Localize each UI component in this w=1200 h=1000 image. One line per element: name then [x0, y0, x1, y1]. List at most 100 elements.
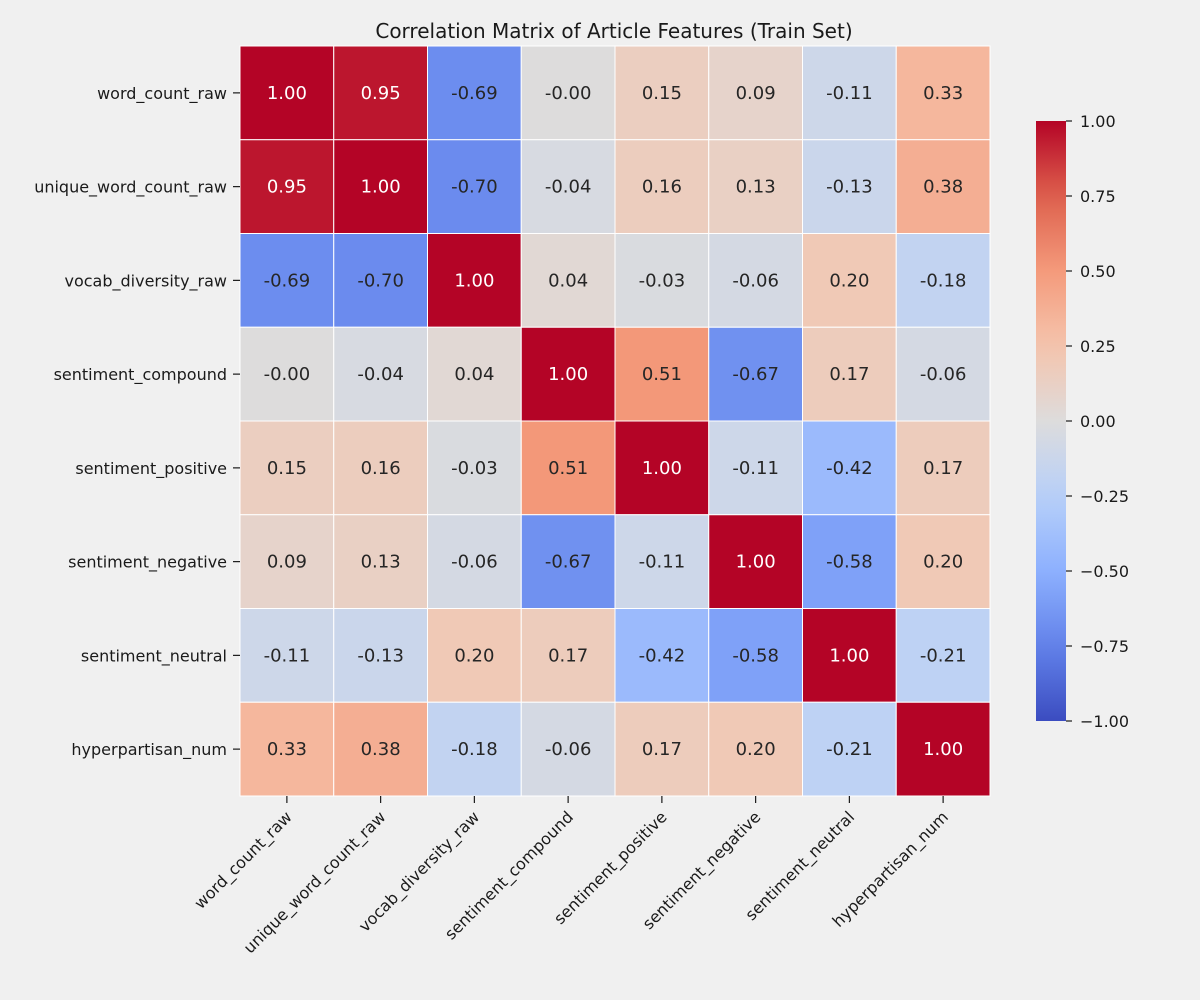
chart-title: Correlation Matrix of Article Features (… [375, 19, 852, 43]
heatmap-cell [802, 420, 897, 516]
cell-value-label: -0.13 [357, 645, 404, 666]
heatmap-cell [895, 139, 991, 234]
heatmap-cell [895, 233, 991, 328]
heatmap-cell [708, 420, 803, 516]
cell-value-label: 0.17 [923, 458, 963, 479]
cell-value-label: 0.09 [267, 552, 307, 573]
heatmap-cell [614, 326, 710, 422]
cell-value-label: 0.17 [829, 364, 869, 385]
cell-value-label: 1.00 [829, 645, 869, 666]
heatmap-cell [708, 514, 803, 609]
cell-value-label: 0.15 [642, 83, 682, 104]
cell-value-label: -0.06 [451, 552, 498, 573]
heatmap-cell [895, 45, 991, 141]
cell-value-label: -0.21 [920, 645, 967, 666]
heatmap-cell [239, 326, 335, 422]
cell-value-label: -0.69 [451, 83, 498, 104]
cell-value-label: -0.00 [264, 364, 311, 385]
heatmap-cell [895, 514, 991, 609]
cell-value-label: 0.38 [923, 177, 963, 198]
heatmap-cell [427, 233, 522, 328]
heatmap-cell [614, 233, 710, 328]
colorbar-gradient [1036, 121, 1066, 721]
heatmap-cell [520, 139, 616, 234]
row-tick-label: hyperpartisan_num [71, 740, 227, 760]
cell-value-label: -0.13 [826, 177, 873, 198]
heatmap-cell [802, 608, 897, 703]
heatmap-cell [239, 233, 335, 328]
heatmap-cell [614, 701, 710, 797]
cell-value-label: -0.70 [357, 270, 404, 291]
cell-value-label: 0.20 [923, 552, 963, 573]
heatmap-cell [520, 326, 616, 422]
cell-value-label: -0.11 [264, 645, 311, 666]
heatmap-cell [614, 139, 710, 234]
heatmap-cell [614, 514, 710, 609]
cell-value-label: -0.42 [826, 458, 873, 479]
cell-value-label: 1.00 [548, 364, 588, 385]
heatmap-cell [333, 233, 428, 328]
cell-value-label: 0.51 [548, 458, 588, 479]
heatmap-cell [708, 139, 803, 234]
cell-value-label: 1.00 [923, 739, 963, 760]
row-tick-label: sentiment_positive [75, 459, 227, 479]
cell-value-label: -0.58 [732, 645, 779, 666]
heatmap-cell [427, 514, 522, 609]
heatmap-cell [895, 420, 991, 516]
cell-value-label: -0.06 [545, 739, 592, 760]
heatmap-cell [520, 420, 616, 516]
heatmap-cell [333, 608, 428, 703]
heatmap-cell [895, 701, 991, 797]
cell-value-label: -0.04 [357, 364, 404, 385]
heatmap-cell [802, 139, 897, 234]
colorbar-tick-label: 1.00 [1080, 112, 1116, 131]
row-tick-label: word_count_raw [97, 84, 227, 104]
heatmap-cell [802, 233, 897, 328]
cell-value-label: -0.70 [451, 177, 498, 198]
heatmap-cell [520, 45, 616, 141]
cell-value-label: -0.06 [732, 270, 779, 291]
heatmap-cell [802, 326, 897, 422]
heatmap-cell [708, 233, 803, 328]
heatmap-cell [708, 608, 803, 703]
cell-value-label: 0.20 [454, 645, 494, 666]
heatmap-cells: 1.00 0.95 -0.69 -0.00 0.15 0.09 -0.11 0.33 0.95 1… [239, 45, 991, 797]
heatmap-cell [427, 608, 522, 703]
row-tick-label: unique_word_count_raw [34, 178, 227, 198]
heatmap-cell [333, 45, 428, 141]
cell-value-label: 1.00 [267, 83, 307, 104]
cell-value-label: 0.95 [361, 83, 401, 104]
cell-value-label: 0.13 [736, 177, 776, 198]
cell-value-label: -0.03 [639, 270, 686, 291]
colorbar-tick-label: −0.25 [1080, 487, 1129, 506]
cell-value-label: -0.11 [732, 458, 779, 479]
heatmap-cell [520, 233, 616, 328]
heatmap-cell [427, 45, 522, 141]
cell-value-label: 1.00 [642, 458, 682, 479]
cell-value-label: -0.11 [639, 552, 686, 573]
colorbar-tick-label: 0.75 [1080, 187, 1116, 206]
cell-value-label: 0.04 [454, 364, 494, 385]
cell-value-label: -0.42 [639, 645, 686, 666]
heatmap-cell [333, 139, 428, 234]
cell-value-label: 0.13 [361, 552, 401, 573]
heatmap-cell [708, 45, 803, 141]
colorbar-tick-label: −0.50 [1080, 562, 1129, 581]
colorbar-tick-label: 0.00 [1080, 412, 1116, 431]
cell-value-label: -0.18 [451, 739, 498, 760]
cell-value-label: -0.67 [732, 364, 779, 385]
colorbar-tick-label: −1.00 [1080, 712, 1129, 731]
colorbar-tick-label: 0.25 [1080, 337, 1116, 356]
cell-value-label: -0.06 [920, 364, 967, 385]
row-tick-label: vocab_diversity_raw [65, 271, 228, 291]
cell-value-label: 0.51 [642, 364, 682, 385]
row-tick-label: sentiment_negative [68, 553, 227, 573]
heatmap-cell [427, 701, 522, 797]
heatmap-cell [614, 420, 710, 516]
cell-value-label: -0.03 [451, 458, 498, 479]
row-tick-label: sentiment_compound [54, 365, 227, 385]
heatmap-cell [427, 326, 522, 422]
heatmap-cell [614, 45, 710, 141]
cell-value-label: 0.17 [642, 739, 682, 760]
cell-value-label: 0.16 [361, 458, 401, 479]
